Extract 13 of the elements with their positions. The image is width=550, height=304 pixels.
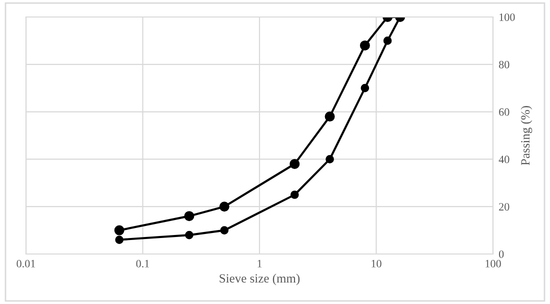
x-tick-label: 0.01 [16, 260, 36, 268]
y-tick-label: 0 [498, 250, 504, 258]
y-tick-label: 60 [499, 108, 510, 116]
y-tick-label: 20 [499, 203, 510, 211]
y-tick-label: 100 [500, 13, 515, 21]
x-axis-title: Sieve size (mm) [220, 274, 300, 286]
y-tick-label: 40 [498, 156, 510, 164]
y-tick-label: 80 [498, 60, 510, 68]
x-tick-label: 10 [372, 260, 382, 268]
y-axis-title: Passing (%) [520, 106, 532, 166]
x-tick-label: 1 [258, 260, 262, 268]
x-tick-label: 100 [486, 260, 501, 268]
x-tick-label: 0.1 [136, 260, 150, 268]
